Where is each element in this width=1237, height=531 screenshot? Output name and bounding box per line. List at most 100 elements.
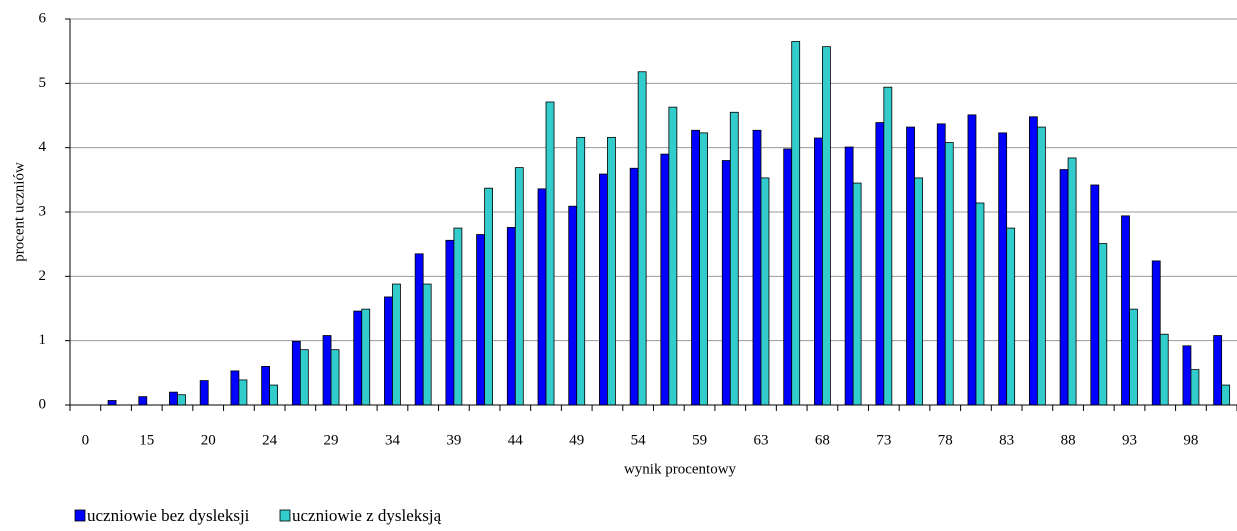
bar	[1028, 116, 1038, 406]
x-tick-label: 24	[262, 432, 278, 448]
bar	[814, 137, 823, 406]
bar	[691, 129, 700, 406]
y-tick-label: 6	[39, 10, 47, 26]
bar	[330, 349, 340, 406]
bar	[299, 349, 309, 406]
bar	[177, 394, 186, 406]
legend-label: uczniowie z dysleksją	[292, 506, 442, 525]
bar	[1090, 184, 1100, 406]
bar	[199, 380, 209, 406]
bar	[660, 153, 670, 406]
bar	[514, 167, 524, 406]
bar	[422, 283, 432, 406]
bar	[906, 126, 915, 406]
x-tick-label: 54	[631, 432, 647, 448]
bar	[1059, 169, 1069, 406]
x-tick-label: 98	[1183, 432, 1198, 448]
bar	[822, 46, 831, 406]
bar	[361, 308, 371, 406]
bar	[476, 234, 485, 406]
bar	[729, 111, 739, 406]
y-tick-label: 0	[39, 396, 47, 412]
bar	[760, 177, 770, 406]
bar	[883, 86, 893, 406]
x-tick-label: 39	[446, 432, 461, 448]
y-tick-label: 3	[39, 203, 47, 219]
bar	[484, 187, 493, 406]
bar	[568, 205, 578, 406]
bar	[998, 132, 1008, 406]
bar	[138, 396, 148, 406]
bar	[392, 283, 401, 406]
bar	[844, 146, 854, 406]
bar	[1067, 157, 1077, 406]
bar	[852, 182, 862, 406]
bar	[791, 41, 801, 406]
bar	[445, 239, 455, 406]
legend-swatch	[74, 509, 86, 522]
x-tick-label: 73	[876, 432, 891, 448]
y-tick-label: 4	[39, 139, 47, 155]
bar	[599, 173, 608, 406]
y-axis-title: procent uczniów	[11, 162, 27, 262]
x-tick-label: 44	[508, 432, 524, 448]
bar	[353, 310, 363, 406]
bar	[967, 114, 977, 406]
x-tick-label: 78	[938, 432, 953, 448]
y-tick-label: 1	[39, 332, 47, 348]
bar	[914, 177, 923, 406]
bar	[783, 148, 793, 406]
bar	[1159, 333, 1169, 406]
x-tick-label: 59	[692, 432, 707, 448]
bar	[1121, 215, 1130, 406]
bar	[936, 123, 946, 406]
bar	[1151, 260, 1161, 406]
x-tick-label: 34	[385, 432, 401, 448]
bar	[1006, 227, 1016, 406]
bar	[453, 227, 463, 406]
bar	[169, 391, 178, 406]
bar	[1213, 335, 1223, 406]
bar	[1190, 369, 1200, 406]
x-axis-title: wynik procentowy	[624, 461, 737, 477]
bar	[545, 101, 555, 406]
bar	[607, 136, 616, 406]
bar	[414, 253, 424, 406]
x-tick-label: 0	[82, 432, 90, 448]
bar	[238, 379, 248, 406]
bar	[752, 129, 762, 406]
y-tick-label: 5	[39, 75, 47, 91]
bar	[721, 160, 731, 406]
bar	[637, 71, 647, 406]
bar	[629, 167, 639, 406]
bar	[537, 188, 547, 406]
x-tick-label: 68	[815, 432, 830, 448]
bar	[944, 142, 954, 406]
bar	[384, 296, 393, 406]
legend-label: uczniowie bez dysleksji	[87, 506, 250, 525]
bar	[1221, 384, 1231, 406]
bar	[975, 202, 985, 406]
bar	[1129, 308, 1138, 406]
y-tick-label: 2	[39, 268, 47, 284]
bar	[1182, 345, 1192, 406]
bar	[107, 400, 117, 406]
bar	[269, 384, 279, 406]
x-tick-label: 88	[1061, 432, 1076, 448]
legend-swatch	[279, 509, 291, 522]
bar	[230, 370, 240, 406]
bar	[1036, 126, 1046, 406]
x-tick-label: 20	[201, 432, 216, 448]
bar	[875, 122, 885, 406]
bar	[506, 227, 516, 406]
x-tick-label: 83	[999, 432, 1014, 448]
x-tick-label: 29	[324, 432, 339, 448]
bar	[576, 136, 586, 406]
bar	[322, 335, 332, 406]
bar	[668, 106, 678, 406]
bar	[261, 365, 271, 406]
x-tick-label: 63	[753, 432, 768, 448]
bar	[699, 132, 708, 406]
x-tick-label: 49	[569, 432, 584, 448]
